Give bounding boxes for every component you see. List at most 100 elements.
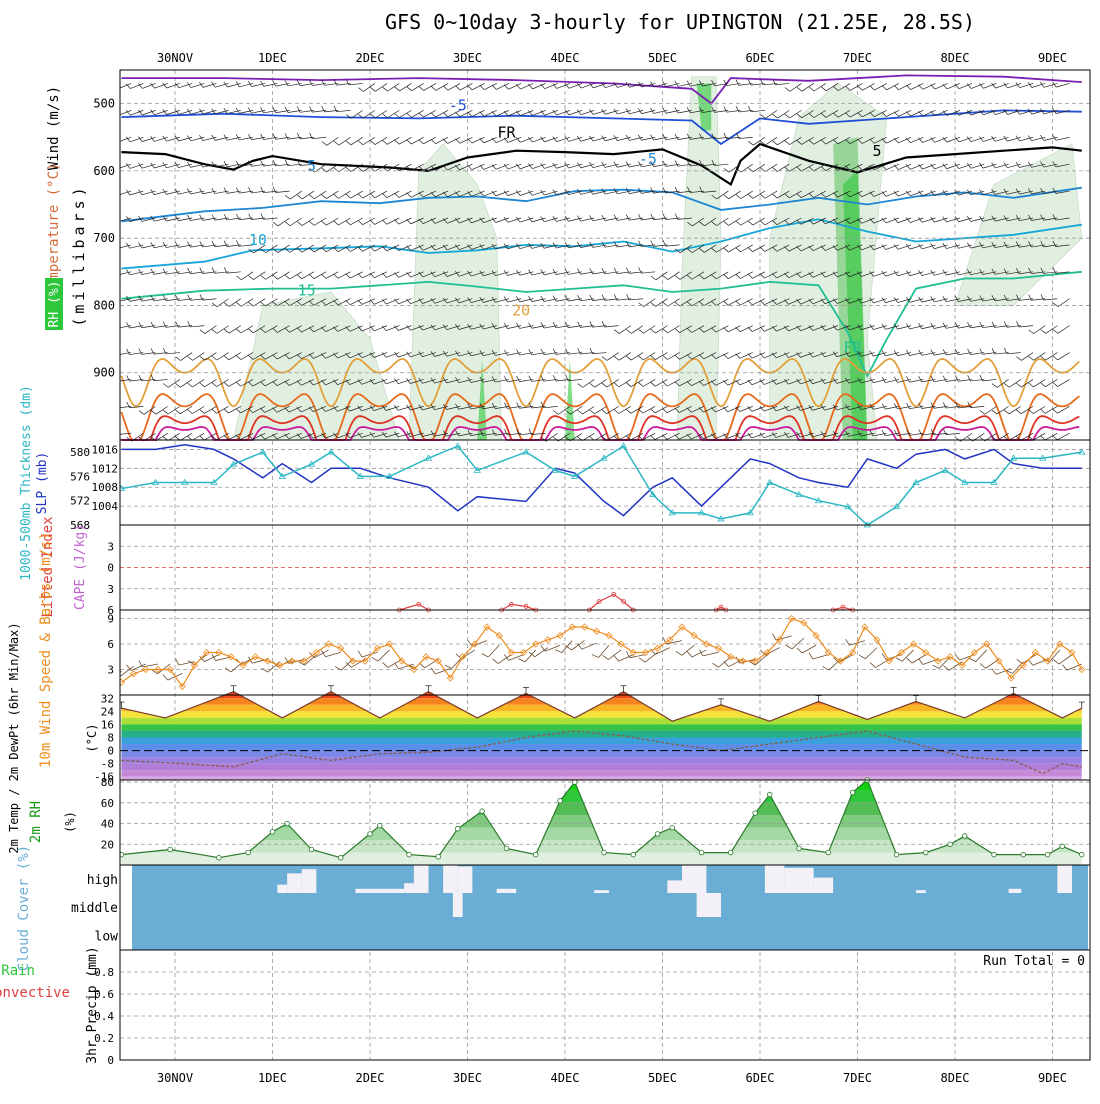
- wind-barb-shaft: [739, 325, 753, 333]
- wind-barb: [515, 243, 534, 250]
- wind-barb-flag: [1027, 161, 1032, 168]
- wind-barb-flag: [296, 433, 302, 439]
- wind-barb-flag: [918, 217, 923, 223]
- wind10-barb-shaft: [901, 649, 914, 662]
- wind-barb-flag: [759, 246, 765, 252]
- wind-barb: [491, 136, 510, 143]
- wind-barb-flag: [211, 267, 216, 274]
- wind-barb-flag: [503, 270, 508, 276]
- wind-barb: [601, 214, 619, 221]
- wind-barb-shaft: [447, 136, 461, 144]
- wind-barb-shaft: [921, 325, 936, 330]
- wind-barb-shaft: [166, 217, 180, 222]
- wind-barb-shaft: [970, 217, 985, 222]
- wind-barb: [199, 432, 217, 441]
- temp-band: [121, 704, 1082, 712]
- wind10-barb: [199, 654, 220, 662]
- wind-barb: [199, 406, 217, 414]
- wind-barb-flag: [1003, 162, 1008, 168]
- wind-barb: [150, 189, 168, 195]
- wind-barb-flag: [626, 267, 630, 274]
- wind10-barb-flag: [467, 639, 473, 647]
- wind-barb: [906, 429, 924, 436]
- wind-barb-flag: [540, 189, 545, 196]
- wind-barb-shaft: [862, 110, 875, 118]
- wind-barb: [771, 352, 790, 359]
- wind-barb-shaft: [459, 163, 473, 171]
- wind-barb: [381, 405, 400, 411]
- wind-barb-shaft: [666, 406, 680, 414]
- wind10-barb-shaft: [314, 649, 329, 659]
- wind-barb: [759, 352, 778, 359]
- wind-barb: [272, 271, 290, 280]
- wind10-point: [446, 674, 455, 682]
- wind-barb-flag: [528, 296, 533, 302]
- wind-barb: [260, 406, 278, 413]
- wind-barb-flag: [1028, 241, 1032, 248]
- wind-barb: [175, 352, 193, 361]
- wind-barb-shaft: [946, 217, 960, 223]
- wind-barb-flag: [601, 108, 606, 115]
- wind-barb: [918, 243, 936, 250]
- wind-barb-flag: [747, 247, 753, 252]
- wind-barb-shaft: [543, 298, 558, 302]
- wind-barb-flag: [528, 269, 533, 276]
- wind-barb: [832, 324, 851, 331]
- wind-barb-flag: [174, 135, 179, 142]
- wind-barb-flag: [1040, 355, 1046, 361]
- wind-barb-shaft: [411, 110, 424, 118]
- wind-barb: [150, 348, 168, 355]
- wind-barb-shaft: [190, 83, 205, 88]
- wind-barb: [698, 406, 717, 413]
- wind-barb: [223, 214, 241, 221]
- wind-barb: [759, 217, 778, 226]
- wind-barb-shaft: [423, 110, 436, 118]
- wind-barb-flag: [906, 296, 911, 303]
- wind-barb-flag: [503, 190, 509, 196]
- wind-barb-flag: [979, 189, 984, 195]
- wind-barb-flag: [235, 187, 240, 194]
- wind-barb-flag: [418, 218, 424, 224]
- wind-barb-shaft: [873, 217, 887, 224]
- temp-ylabel-2: (°C): [85, 724, 99, 753]
- wind-barb-flag: [771, 352, 777, 358]
- wind-barb-flag: [760, 140, 766, 146]
- wind-barb-flag: [662, 107, 667, 114]
- wind-barb-flag: [662, 301, 668, 307]
- wind-barb-shaft: [470, 406, 485, 410]
- wind-barb-flag: [528, 163, 533, 169]
- wind-barb-shaft: [787, 432, 802, 438]
- wind-barb-flag: [576, 82, 582, 89]
- li-point: [508, 601, 514, 607]
- contour-label: 5: [307, 157, 316, 175]
- wind-barb: [991, 242, 1009, 249]
- wind-barb: [260, 186, 278, 194]
- wind-barb-shaft: [994, 190, 1009, 195]
- wind-barb: [138, 215, 156, 222]
- wind-barb-shaft: [1019, 217, 1034, 222]
- wind-barb-flag: [150, 268, 155, 275]
- wind-barb: [857, 271, 875, 277]
- rh-point: [1020, 851, 1026, 858]
- wind10-point: [129, 670, 138, 678]
- wind-barb-shaft: [983, 83, 997, 89]
- wind-barb: [491, 110, 510, 117]
- wind-barb-flag: [589, 82, 594, 89]
- wind-barb: [674, 244, 692, 254]
- wind10-barb-flag: [357, 650, 363, 658]
- wind-barb: [1040, 81, 1058, 88]
- wind-barb-shaft: [703, 406, 717, 413]
- wind-barb-shaft: [630, 379, 644, 387]
- wind-barb-shaft: [739, 432, 753, 439]
- wind-barb-flag: [357, 273, 363, 279]
- wind-barb-shaft: [910, 190, 924, 197]
- wind-barb-flag: [1016, 382, 1022, 388]
- wind-barb-shaft: [728, 244, 741, 253]
- wind-barb: [467, 376, 485, 383]
- wind-barb-shaft: [458, 352, 473, 357]
- wind-barb-shaft: [629, 110, 644, 115]
- wind-barb: [1052, 108, 1070, 115]
- wind-barb-flag: [857, 244, 862, 251]
- wind-barb: [808, 163, 826, 172]
- wind-barb-flag: [638, 214, 642, 221]
